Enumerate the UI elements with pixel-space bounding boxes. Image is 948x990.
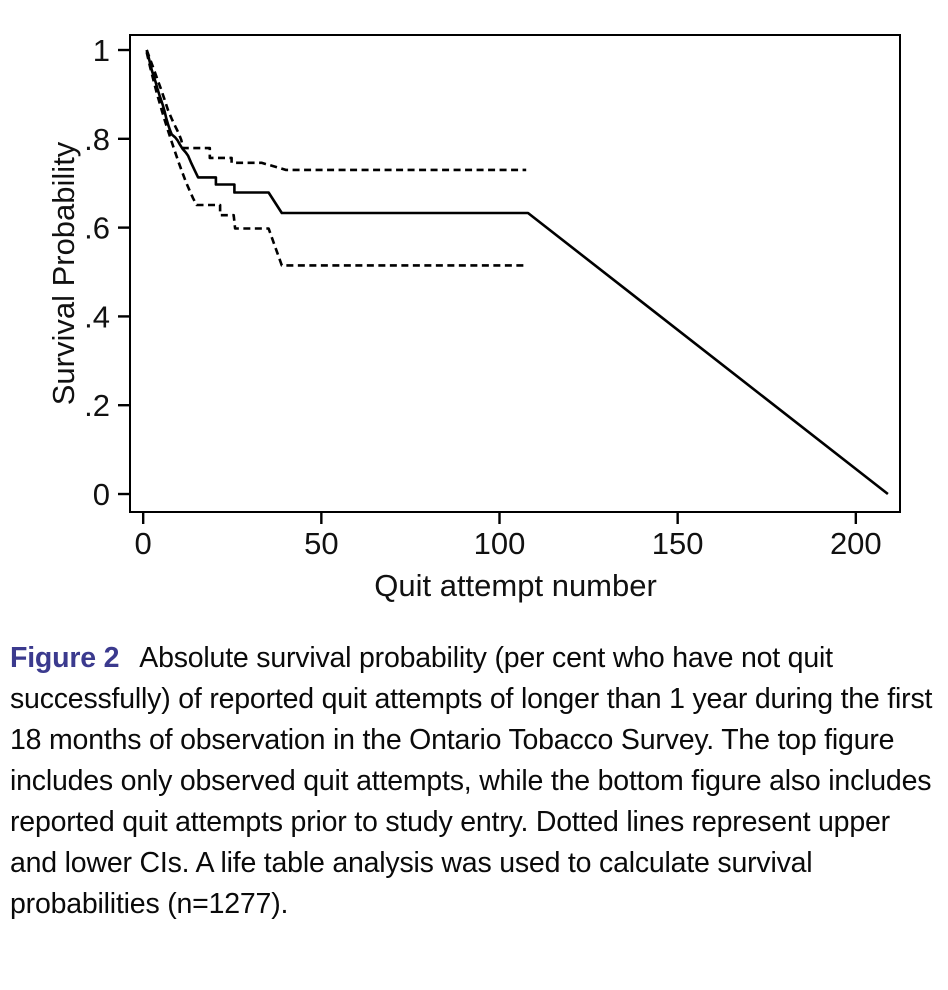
figure-caption: Figure 2 Absolute survival probability (p…: [10, 638, 938, 925]
x-axis-title: Quit attempt number: [374, 568, 657, 603]
x-tick-label: 0: [135, 526, 152, 561]
y-axis-title: Survival Probability: [46, 141, 81, 405]
y-tick-label: .4: [84, 299, 110, 334]
x-tick-label: 200: [830, 526, 882, 561]
x-tick-label: 150: [652, 526, 704, 561]
y-tick-label: .6: [84, 211, 110, 246]
x-tick-label: 50: [304, 526, 338, 561]
survival-chart: 0 50 100 150 200 0 .2 .4 .6 .8 1 Quit attempt numbe…: [46, 33, 901, 603]
page: 0 50 100 150 200 0 .2 .4 .6 .8 1 Quit attempt numbe…: [10, 33, 938, 925]
figure-label: Figure 2: [10, 642, 120, 674]
caption-text: Absolute survival probability (per cent …: [10, 642, 933, 920]
x-axis: 0 50 100 150 200: [135, 512, 882, 561]
y-axis: 0 .2 .4 .6 .8 1: [84, 33, 130, 512]
y-tick-label: .8: [84, 122, 110, 157]
lower-ci-line: [145, 51, 526, 267]
plot-border: [129, 34, 901, 513]
survival-curve-line: [145, 49, 889, 496]
y-tick-label: 0: [93, 477, 110, 512]
x-tick-label: 100: [474, 526, 526, 561]
upper-ci-line: [145, 49, 527, 172]
y-tick-label: .2: [84, 388, 110, 423]
y-tick-label: 1: [93, 33, 110, 68]
